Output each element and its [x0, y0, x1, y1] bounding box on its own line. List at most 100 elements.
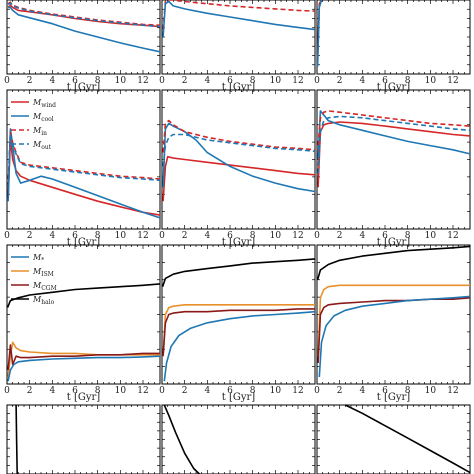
legend-label-row3-3: MCGM	[32, 281, 57, 292]
panel-frame-r3c2	[161, 244, 316, 385]
series-line-r2c2-4	[162, 133, 316, 167]
x-tick-label: 4	[359, 76, 365, 86]
x-tick-label: 6	[72, 231, 78, 241]
series-line-r2c1-2	[7, 128, 161, 219]
x-axis-label: t [Gyr]	[222, 82, 256, 93]
x-tick-label: 10	[115, 76, 127, 86]
x-tick-label: 6	[382, 386, 388, 396]
series-line-r4c1-1	[15, 404, 18, 474]
series-line-r1c1-2	[8, 6, 161, 53]
panel-frame-r1c2	[161, 0, 316, 75]
x-tick-label: 2	[27, 76, 33, 86]
x-tick-label: 10	[425, 76, 437, 86]
x-tick-label: 8	[95, 231, 101, 241]
series-line-r3c2-1	[161, 258, 316, 287]
x-tick-label: 12	[137, 231, 148, 241]
x-tick-label: 2	[337, 386, 343, 396]
x-tick-label: 4	[204, 386, 210, 396]
x-tick-label: 8	[95, 386, 101, 396]
x-tick-label: 4	[49, 386, 55, 396]
x-tick-label: 6	[72, 386, 78, 396]
x-tick-label: 10	[270, 76, 282, 86]
series-line-r3c3-2	[317, 284, 470, 357]
x-tick-label: 12	[292, 386, 303, 396]
legend-label-row3-2: MISM	[32, 267, 54, 278]
x-tick-label: 0	[159, 231, 165, 241]
x-tick-label: 2	[182, 386, 188, 396]
x-tick-label: 10	[425, 386, 437, 396]
x-tick-label: 4	[359, 231, 365, 241]
x-axis-label: t [Gyr]	[67, 82, 101, 93]
x-tick-label: 10	[115, 231, 127, 241]
series-line-r2c3-1	[317, 121, 471, 188]
x-axis-label: t [Gyr]	[222, 392, 256, 403]
panel-frame-r4c2	[161, 404, 316, 474]
x-tick-label: 4	[204, 231, 210, 241]
x-tick-label: 2	[337, 231, 343, 241]
legend-label-row2-2: Mcool	[32, 112, 54, 123]
x-tick-label: 4	[204, 76, 210, 86]
x-tick-label: 2	[27, 386, 33, 396]
legend-label-row2-4: Mout	[32, 140, 52, 151]
x-tick-label: 0	[4, 386, 10, 396]
series-line-r2c2-1	[162, 155, 316, 202]
x-tick-label: 8	[250, 386, 256, 396]
x-tick-label: 8	[405, 231, 411, 241]
x-tick-label: 12	[292, 76, 303, 86]
panel-frame-r4c3	[316, 404, 471, 474]
x-tick-label: 0	[314, 386, 320, 396]
series-line-r1c1-4	[7, 2, 161, 28]
x-tick-label: 12	[292, 231, 303, 241]
series-line-r2c3-3	[317, 110, 471, 146]
legend-label-row3-1: M*	[32, 253, 44, 264]
series-line-r3c2-3	[162, 308, 315, 357]
x-tick-label: 8	[405, 386, 411, 396]
panel-frame-r3c1	[6, 244, 161, 385]
x-tick-label: 4	[49, 76, 55, 86]
x-tick-label: 6	[72, 76, 78, 86]
x-tick-label: 0	[4, 76, 10, 86]
x-tick-label: 4	[359, 386, 365, 396]
panel-frame-r1c3	[316, 0, 471, 75]
series-line-r3c1-4	[7, 355, 161, 382]
x-tick-label: 12	[137, 386, 148, 396]
x-tick-label: 6	[382, 76, 388, 86]
series-line-r3c1-3	[7, 344, 160, 371]
x-tick-label: 12	[137, 76, 148, 86]
series-line-r2c2-2	[162, 122, 316, 193]
x-tick-label: 12	[447, 76, 458, 86]
series-line-r3c2-4	[163, 310, 316, 382]
series-line-r2c1-3	[7, 130, 161, 188]
x-tick-label: 10	[270, 386, 282, 396]
x-axis-label: t [Gyr]	[67, 392, 101, 403]
series-line-r4c2-1	[163, 404, 200, 474]
series-line-r4c3-1	[344, 404, 471, 474]
x-tick-label: 2	[27, 231, 33, 241]
series-line-r1c1-3	[7, 1, 161, 26]
x-axis-label: t [Gyr]	[222, 237, 256, 248]
x-tick-label: 6	[227, 231, 233, 241]
x-axis-label: t [Gyr]	[377, 237, 411, 248]
panel-frame-r4c1	[6, 404, 161, 474]
x-axis-label: t [Gyr]	[377, 392, 411, 403]
x-tick-label: 0	[4, 231, 10, 241]
x-tick-label: 2	[337, 76, 343, 86]
series-line-r1c2-2	[162, 0, 316, 38]
x-tick-label: 8	[405, 76, 411, 86]
x-tick-label: 0	[159, 76, 165, 86]
series-line-r1c3-2	[316, 0, 323, 67]
x-tick-label: 10	[270, 231, 282, 241]
x-tick-label: 8	[95, 76, 101, 86]
x-tick-label: 4	[49, 231, 55, 241]
series-line-r3c2-2	[162, 303, 315, 357]
series-line-r3c1-1	[6, 283, 161, 308]
series-line-r3c3-4	[318, 295, 471, 378]
x-tick-label: 8	[250, 76, 256, 86]
x-tick-label: 2	[182, 231, 188, 241]
x-tick-label: 2	[182, 76, 188, 86]
x-tick-label: 0	[314, 231, 320, 241]
legend-label-row3-4: Mhalo	[32, 295, 55, 306]
series-line-r3c3-3	[317, 297, 471, 364]
x-tick-label: 6	[227, 76, 233, 86]
